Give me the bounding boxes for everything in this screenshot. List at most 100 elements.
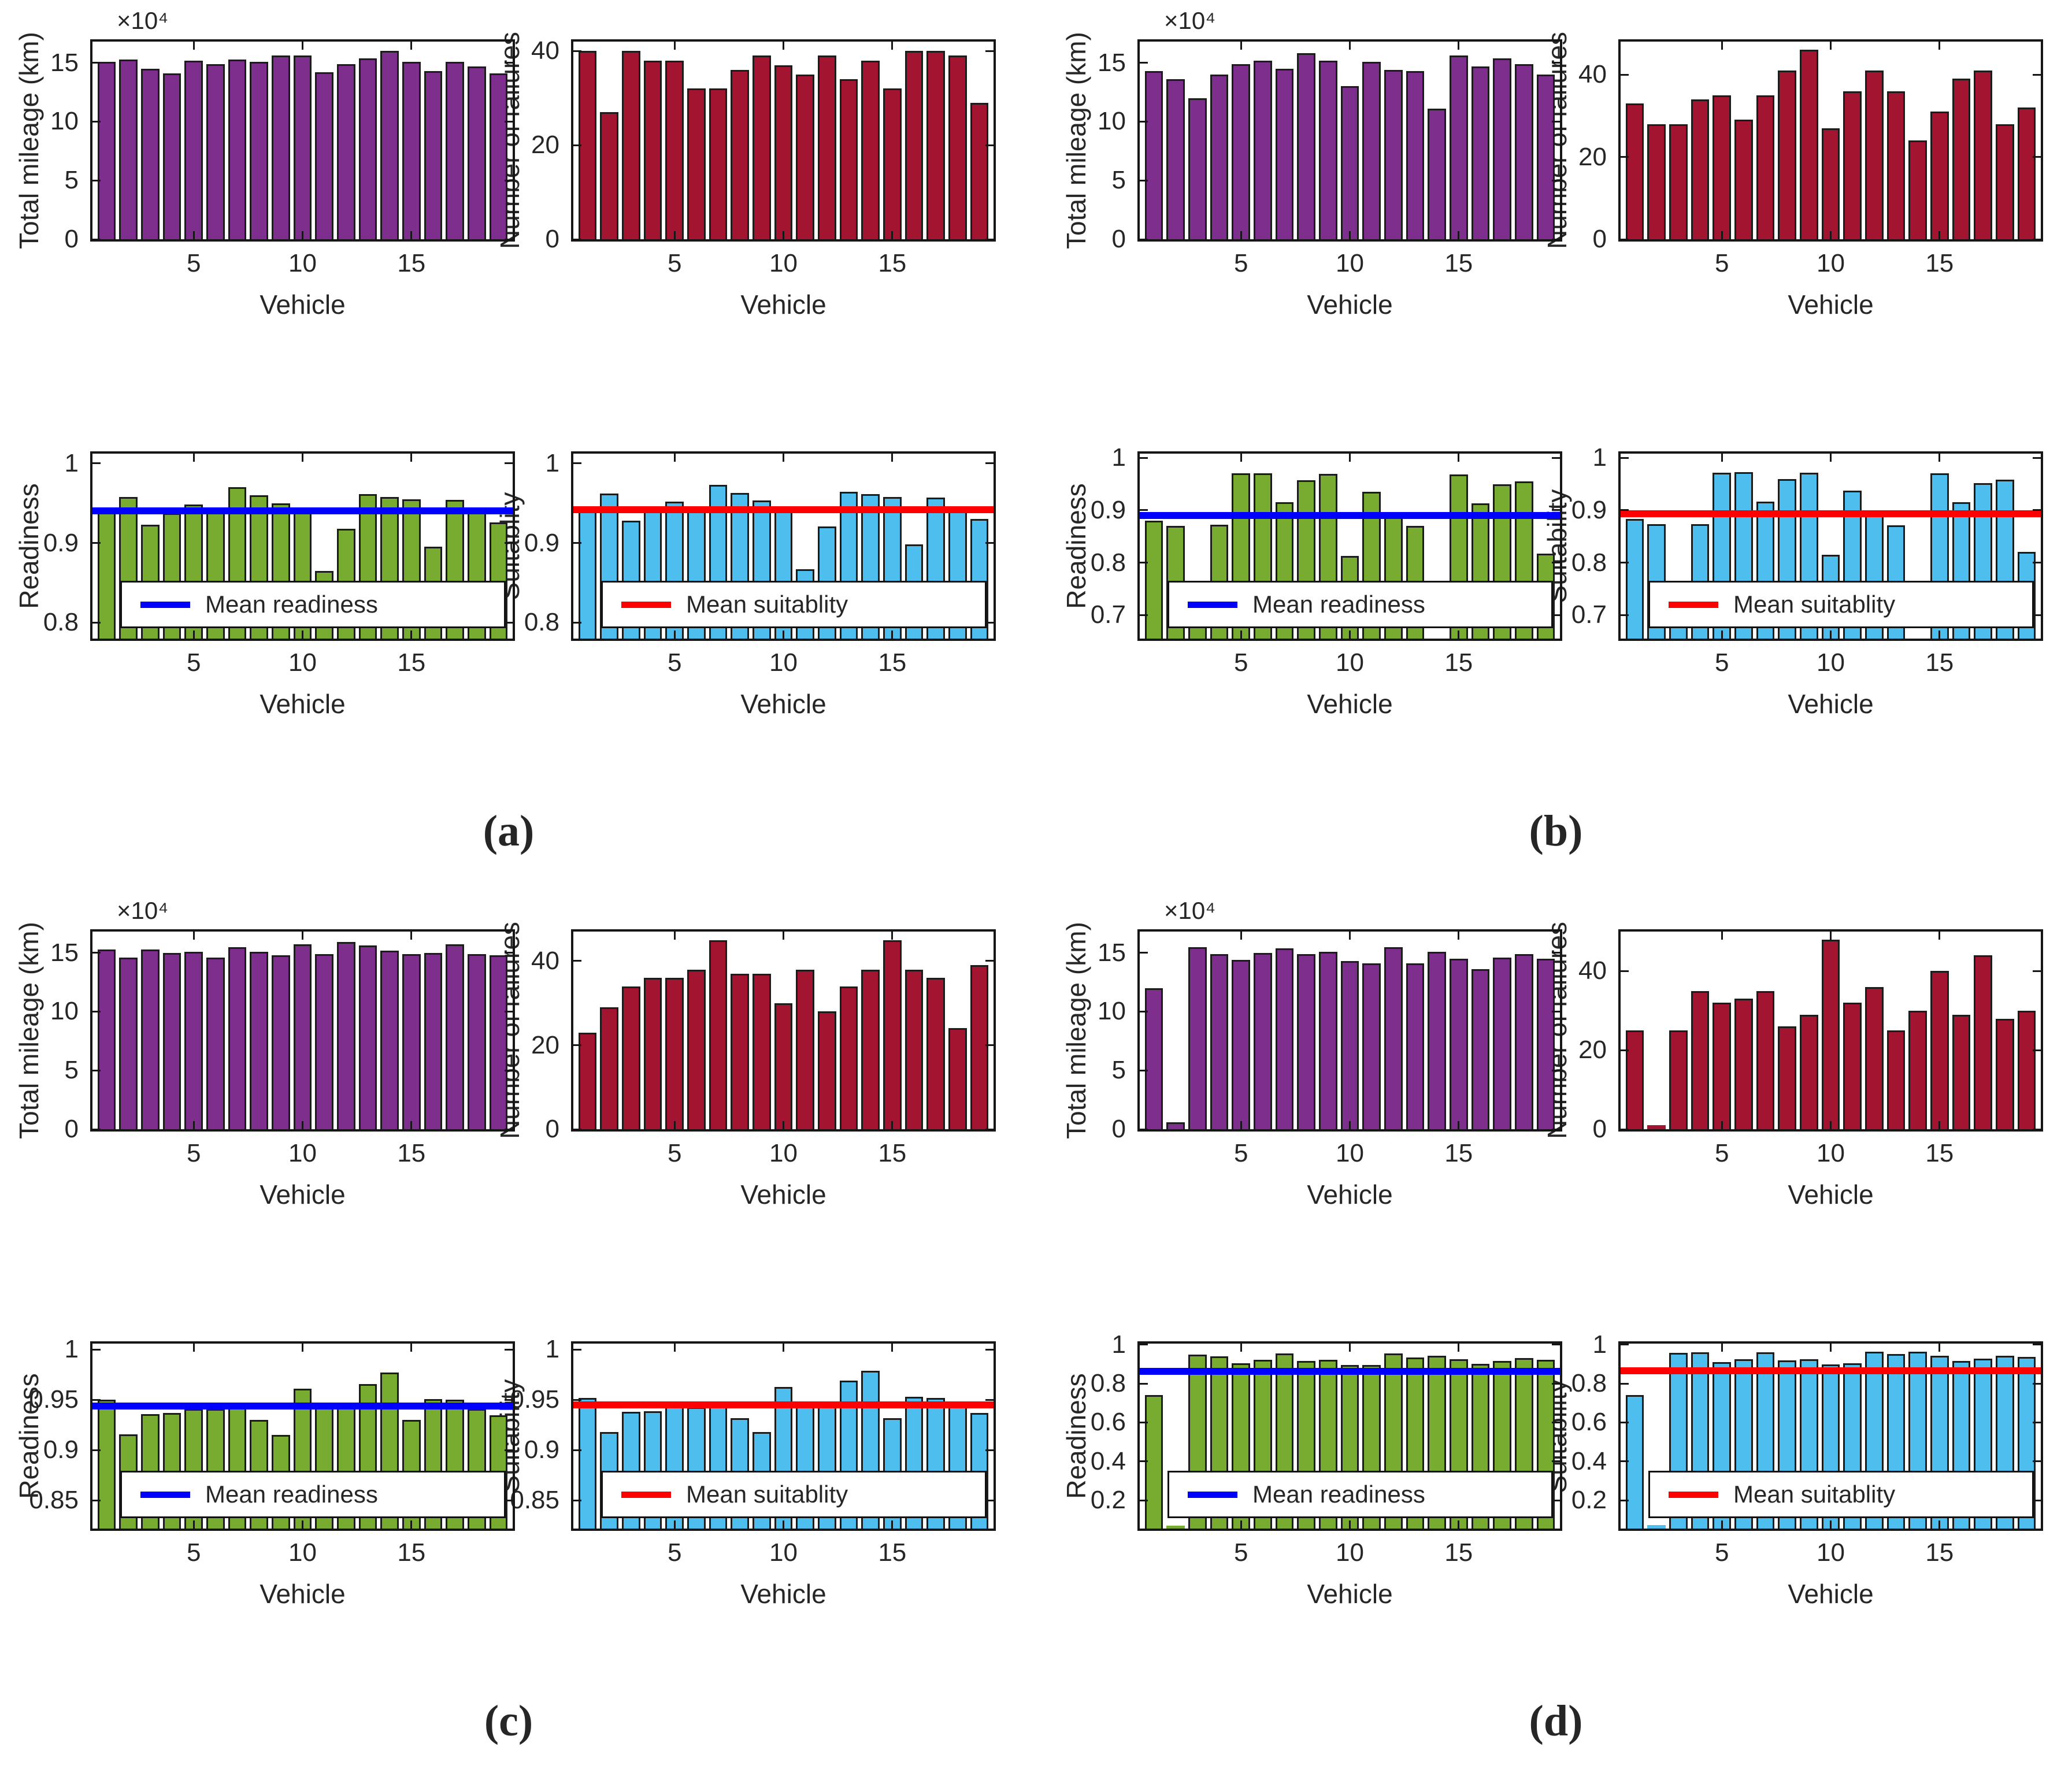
x-tick-mark [783, 1520, 784, 1529]
bar [337, 942, 355, 1129]
y-tick-mark [2033, 562, 2041, 564]
x-tick-mark [410, 1520, 413, 1529]
bar [228, 59, 247, 239]
x-tick-mark [891, 1520, 894, 1529]
y-tick-label: 10 [1098, 107, 1126, 136]
mean-readiness-line [92, 507, 513, 515]
y-tick-label: 5 [64, 166, 79, 195]
x-tick-mark [1349, 1344, 1351, 1352]
bar [1821, 128, 1840, 239]
x-tick-mark [1458, 1121, 1460, 1129]
x-tick-mark [783, 932, 784, 940]
bar [1144, 71, 1163, 239]
y-tick-mark [1552, 1460, 1560, 1463]
y-tick-label: 0.85 [510, 1486, 559, 1515]
plot-area: Mean suitablity [573, 454, 994, 639]
y-tick-mark [2033, 457, 2041, 459]
y-tick-mark [1552, 1421, 1560, 1423]
x-tick-mark [1240, 42, 1242, 50]
x-tick-label: 10 [1817, 1538, 1845, 1567]
chart-cell-total-mileage-km-: ×10⁴ Total mileage (km) 0 5 10 15 5 10 15 Vehicle [0, 6, 515, 387]
x-tick-mark [673, 1520, 676, 1529]
y-tick-mark [573, 1449, 581, 1451]
x-tick-label: 10 [1336, 249, 1364, 277]
y-tick-label: 0.9 [524, 528, 559, 557]
bar [97, 1400, 116, 1529]
x-tick-mark [192, 454, 195, 462]
bar [1319, 60, 1337, 239]
y-tick-label: 40 [531, 36, 559, 65]
bar [1471, 969, 1490, 1129]
y-tick-label: 40 [1578, 956, 1607, 985]
bar [1188, 98, 1207, 239]
y-tick-label: 5 [1111, 1056, 1126, 1085]
y-tick-mark [2033, 73, 2041, 76]
x-tick-mark [783, 1121, 784, 1129]
x-tick-label: 5 [1233, 249, 1248, 277]
y-tick-mark [1140, 562, 1148, 564]
legend-box: Mean suitablity [1648, 1471, 2034, 1518]
x-tick-label: 10 [288, 1139, 317, 1167]
x-tick-label: 15 [1925, 648, 1954, 677]
panel-caption: (a) [483, 807, 535, 855]
y-tick-label: 0.8 [1571, 1369, 1607, 1398]
y-tick-mark [1140, 1010, 1148, 1012]
x-tick-mark [1938, 42, 1941, 50]
bar [818, 1011, 836, 1129]
y-tick-mark [1552, 1069, 1560, 1071]
x-tick-label: 5 [1714, 249, 1729, 277]
y-tick-mark [573, 1499, 581, 1501]
x-axis-label: Vehicle [1788, 290, 1874, 320]
x-tick-label: 10 [769, 1538, 798, 1567]
y-tick-mark [92, 542, 101, 544]
y-tick-label: 0 [545, 1115, 559, 1143]
x-tick-mark [891, 42, 894, 50]
y-tick-mark [1621, 1344, 1629, 1346]
plot-area [92, 42, 513, 239]
y-tick-mark [2033, 614, 2041, 616]
bar [272, 55, 290, 239]
figure-panel-d: ×10⁴ Total mileage (km) 0 5 10 15 5 10 15 Vehicle… [1047, 896, 2064, 1763]
bar [1734, 120, 1753, 239]
bar [1232, 64, 1250, 239]
y-tick-mark [505, 179, 513, 181]
bar [2017, 107, 2036, 239]
x-tick-mark [1458, 454, 1460, 462]
legend-box: Mean suitablity [1648, 581, 2034, 628]
x-tick-label: 15 [1925, 249, 1954, 277]
bar [1886, 1030, 1906, 1129]
y-tick-label: 1 [545, 1335, 559, 1364]
x-tick-mark [192, 932, 195, 940]
x-tick-label: 15 [1444, 648, 1473, 677]
y-tick-mark [92, 1128, 101, 1129]
y-tick-mark [1621, 1499, 1629, 1501]
bar [380, 51, 399, 239]
x-tick-label: 5 [186, 648, 201, 677]
y-tick-mark [505, 62, 513, 64]
legend-box: Mean suitablity [601, 581, 987, 628]
x-axis-label: Vehicle [1788, 689, 1874, 719]
bar [1406, 71, 1425, 239]
x-axis-label: Vehicle [1307, 1179, 1393, 1210]
y-tick-label: 0.8 [524, 608, 559, 637]
x-tick-mark [302, 1520, 303, 1529]
y-tick-label: 0.7 [1090, 600, 1126, 629]
bar [1800, 50, 1818, 239]
bar [468, 954, 486, 1129]
bar [184, 951, 203, 1129]
bar [315, 72, 333, 239]
x-axis-label: Vehicle [1307, 290, 1393, 320]
bar [1428, 951, 1446, 1129]
bar [1450, 958, 1468, 1129]
bar [578, 1397, 597, 1529]
legend-box: Mean readiness [1167, 581, 1553, 628]
x-tick-mark [1349, 454, 1351, 462]
bar [489, 73, 508, 239]
bar [1166, 79, 1185, 239]
bar [1254, 952, 1272, 1129]
bar [1297, 53, 1315, 239]
y-tick-label: 0.2 [1571, 1486, 1607, 1515]
y-tick-label: 1 [64, 1335, 79, 1364]
x-tick-mark [673, 630, 676, 639]
x-axis-label: Vehicle [740, 689, 826, 719]
